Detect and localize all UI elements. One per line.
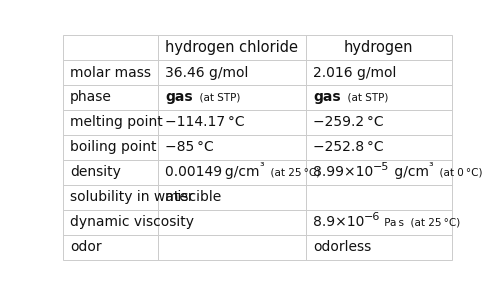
Bar — [63, 160, 158, 185]
Bar — [305, 185, 451, 210]
Text: molar mass: molar mass — [70, 65, 150, 79]
Text: 8.9×10: 8.9×10 — [312, 215, 364, 230]
Text: −85 °C: −85 °C — [165, 140, 213, 154]
Bar — [158, 110, 305, 135]
Bar — [305, 160, 451, 185]
Text: solubility in water: solubility in water — [70, 190, 193, 204]
Text: hydrogen: hydrogen — [343, 40, 413, 55]
Bar — [63, 235, 158, 260]
Bar — [158, 135, 305, 160]
Text: g/cm: g/cm — [389, 166, 428, 180]
Bar — [305, 210, 451, 235]
Text: gas: gas — [165, 91, 192, 105]
Bar — [63, 110, 158, 135]
Bar — [63, 210, 158, 235]
Text: 36.46 g/mol: 36.46 g/mol — [165, 65, 248, 79]
Bar — [63, 35, 158, 60]
Bar — [63, 60, 158, 85]
Text: hydrogen chloride: hydrogen chloride — [165, 40, 298, 55]
Text: (at STP): (at STP) — [340, 93, 387, 102]
Bar — [63, 135, 158, 160]
Bar — [305, 135, 451, 160]
Bar — [63, 85, 158, 110]
Text: Pa s  (at 25 °C): Pa s (at 25 °C) — [380, 218, 459, 227]
Text: −6: −6 — [364, 212, 380, 222]
Bar — [305, 60, 451, 85]
Bar — [158, 60, 305, 85]
Text: gas: gas — [312, 91, 340, 105]
Text: −259.2 °C: −259.2 °C — [312, 115, 383, 129]
Bar — [305, 85, 451, 110]
Text: boiling point: boiling point — [70, 140, 156, 154]
Text: −5: −5 — [372, 162, 389, 172]
Text: melting point: melting point — [70, 115, 162, 129]
Text: (at 0 °C): (at 0 °C) — [432, 167, 481, 178]
Bar — [158, 160, 305, 185]
Text: (at 25 °C): (at 25 °C) — [264, 167, 320, 178]
Text: odor: odor — [70, 240, 101, 254]
Text: 2.016 g/mol: 2.016 g/mol — [312, 65, 395, 79]
Bar — [158, 185, 305, 210]
Text: odorless: odorless — [312, 240, 370, 254]
Text: 8.99×10: 8.99×10 — [312, 166, 372, 180]
Text: −252.8 °C: −252.8 °C — [312, 140, 383, 154]
Bar — [158, 235, 305, 260]
Bar — [305, 235, 451, 260]
Text: −114.17 °C: −114.17 °C — [165, 115, 244, 129]
Text: ³: ³ — [428, 162, 432, 172]
Text: phase: phase — [70, 91, 111, 105]
Text: density: density — [70, 166, 120, 180]
Bar — [158, 210, 305, 235]
Text: 0.00149 g/cm: 0.00149 g/cm — [165, 166, 259, 180]
Bar — [305, 110, 451, 135]
Bar — [158, 35, 305, 60]
Text: dynamic viscosity: dynamic viscosity — [70, 215, 193, 230]
Bar — [63, 185, 158, 210]
Bar — [305, 35, 451, 60]
Text: miscible: miscible — [165, 190, 222, 204]
Text: (at STP): (at STP) — [192, 93, 239, 102]
Text: ³: ³ — [259, 162, 264, 172]
Bar — [158, 85, 305, 110]
